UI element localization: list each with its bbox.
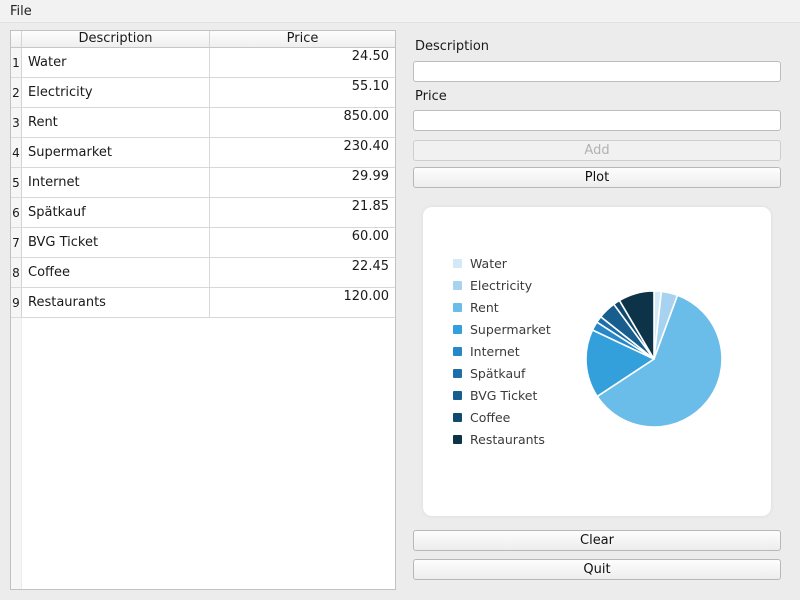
price-cell[interactable]: 22.45 xyxy=(210,258,395,288)
price-cell[interactable]: 24.50 xyxy=(210,48,395,78)
legend-item: Spätkauf xyxy=(453,362,551,384)
legend-color-swatch xyxy=(453,368,462,378)
legend-color-swatch xyxy=(453,324,462,334)
legend-item: BVG Ticket xyxy=(453,384,551,406)
table-row: 5 Internet 29.99 xyxy=(11,168,395,198)
plot-button[interactable]: Plot xyxy=(413,167,781,188)
legend-label: BVG Ticket xyxy=(470,387,538,403)
price-cell[interactable]: 55.10 xyxy=(210,78,395,108)
legend-item: Supermarket xyxy=(453,318,551,340)
table-corner-header[interactable] xyxy=(11,31,22,48)
legend-item: Restaurants xyxy=(453,428,551,450)
description-label: Description xyxy=(415,39,490,54)
row-number-header[interactable]: 5 xyxy=(11,168,22,198)
legend-color-swatch xyxy=(453,434,462,444)
table-empty-area xyxy=(11,318,395,589)
description-cell[interactable]: Supermarket xyxy=(22,138,210,168)
description-cell[interactable]: Spätkauf xyxy=(22,198,210,228)
row-number-header[interactable]: 9 xyxy=(11,288,22,318)
description-cell[interactable]: BVG Ticket xyxy=(22,228,210,258)
price-label: Price xyxy=(415,89,447,104)
row-number-header[interactable]: 1 xyxy=(11,48,22,78)
legend-color-swatch xyxy=(453,346,462,356)
row-number-header[interactable]: 8 xyxy=(11,258,22,288)
table-body: 1 Water 24.50 2 Electricity 55.10 3 Rent 850.00 4… xyxy=(11,48,395,589)
row-number-header[interactable]: 7 xyxy=(11,228,22,258)
legend-label: Water xyxy=(470,255,507,271)
legend-color-swatch xyxy=(453,258,462,268)
chart-legend: Water Electricity Rent Supermarket Internet S… xyxy=(453,252,551,450)
description-input[interactable] xyxy=(413,61,781,82)
legend-label: Restaurants xyxy=(470,431,545,447)
menu-bar: File xyxy=(0,0,800,23)
table-row: 1 Water 24.50 xyxy=(11,48,395,78)
pie-slice xyxy=(618,290,655,360)
price-cell[interactable]: 29.99 xyxy=(210,168,395,198)
description-cell[interactable]: Internet xyxy=(22,168,210,198)
price-cell[interactable]: 850.00 xyxy=(210,108,395,138)
menu-file[interactable]: File xyxy=(10,3,32,19)
chart-panel: Water Electricity Rent Supermarket Internet S… xyxy=(423,207,771,516)
row-number-header[interactable]: 4 xyxy=(11,138,22,168)
legend-label: Spätkauf xyxy=(470,365,526,381)
table-row: 6 Spätkauf 21.85 xyxy=(11,198,395,228)
legend-item: Coffee xyxy=(453,406,551,428)
pie-slice xyxy=(596,294,723,428)
price-cell[interactable]: 230.40 xyxy=(210,138,395,168)
legend-color-swatch xyxy=(453,280,462,290)
legend-color-swatch xyxy=(453,412,462,422)
quit-button[interactable]: Quit xyxy=(413,559,781,580)
table-row: 4 Supermarket 230.40 xyxy=(11,138,395,168)
price-cell[interactable]: 120.00 xyxy=(210,288,395,318)
legend-label: Supermarket xyxy=(470,321,551,337)
table-row: 3 Rent 850.00 xyxy=(11,108,395,138)
legend-label: Electricity xyxy=(470,277,533,293)
pie-chart xyxy=(585,290,723,428)
description-column-header[interactable]: Description xyxy=(22,31,210,48)
table-row: 7 BVG Ticket 60.00 xyxy=(11,228,395,258)
legend-item: Internet xyxy=(453,340,551,362)
legend-item: Electricity xyxy=(453,274,551,296)
price-column-header[interactable]: Price xyxy=(210,31,395,48)
table-header-row: Description Price xyxy=(11,31,395,48)
description-cell[interactable]: Rent xyxy=(22,108,210,138)
description-cell[interactable]: Coffee xyxy=(22,258,210,288)
legend-color-swatch xyxy=(453,390,462,400)
legend-label: Coffee xyxy=(470,409,511,425)
add-button[interactable]: Add xyxy=(413,140,781,161)
table-row: 8 Coffee 22.45 xyxy=(11,258,395,288)
table-row: 9 Restaurants 120.00 xyxy=(11,288,395,318)
legend-item: Water xyxy=(453,252,551,274)
row-number-header[interactable]: 6 xyxy=(11,198,22,228)
price-input[interactable] xyxy=(413,110,781,131)
clear-button[interactable]: Clear xyxy=(413,530,781,551)
row-number-header[interactable]: 3 xyxy=(11,108,22,138)
row-number-header[interactable]: 2 xyxy=(11,78,22,108)
description-cell[interactable]: Water xyxy=(22,48,210,78)
description-cell[interactable]: Restaurants xyxy=(22,288,210,318)
price-cell[interactable]: 60.00 xyxy=(210,228,395,258)
expenses-table: Description Price 1 Water 24.50 2 Electricit… xyxy=(10,30,396,590)
row-header-strip xyxy=(11,318,22,589)
description-cell[interactable]: Electricity xyxy=(22,78,210,108)
legend-label: Rent xyxy=(470,299,499,315)
legend-label: Internet xyxy=(470,343,520,359)
legend-item: Rent xyxy=(453,296,551,318)
legend-color-swatch xyxy=(453,302,462,312)
pie-slice xyxy=(585,329,655,398)
table-row: 2 Electricity 55.10 xyxy=(11,78,395,108)
price-cell[interactable]: 21.85 xyxy=(210,198,395,228)
